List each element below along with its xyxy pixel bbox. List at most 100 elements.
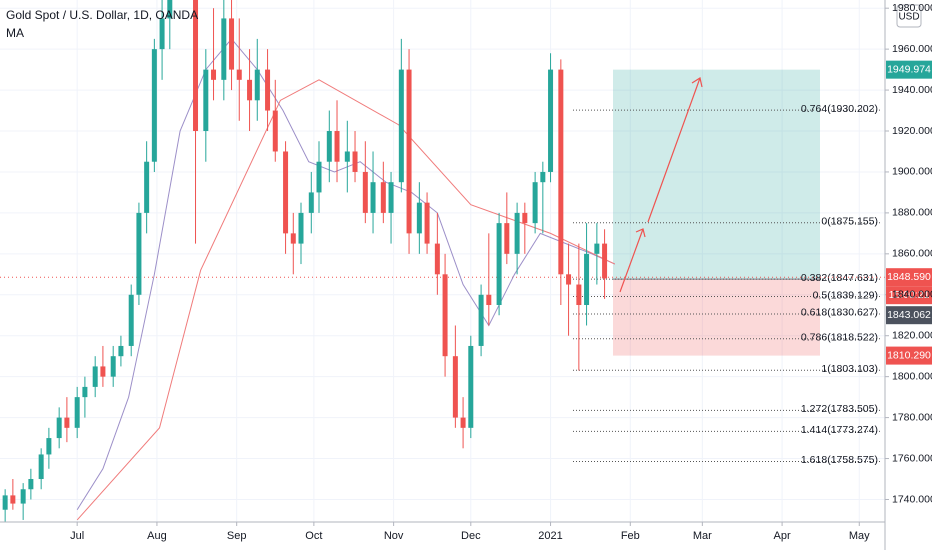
candle-body [283,151,289,234]
candle-body [424,202,430,244]
candle-body [167,0,173,19]
price-tag [886,286,932,305]
y-tick-label: 1820.000 [892,329,932,341]
price-tag [886,346,932,365]
candle-body [110,356,116,377]
fib-label: 0.618(1830.627) [801,307,878,319]
candle-body [452,356,458,418]
y-tick-label: 1920.000 [892,125,932,137]
candle-body [460,417,466,428]
candle-body [254,69,260,101]
candle-body [46,438,52,455]
candle-body [558,69,564,275]
forecast-arrow [647,77,701,223]
candle-body [416,202,422,234]
candle-body [265,69,271,111]
y-tick-label: 1980.000 [892,2,932,14]
x-tick-label: Aug [147,530,167,542]
candle-body [388,182,394,213]
candle-body [10,495,16,504]
y-tick-label: 1800.000 [892,370,932,382]
candle-body [514,212,520,254]
candle-body [522,212,528,224]
candle-body [20,489,26,504]
x-tick-label: Apr [774,530,791,542]
y-tick-label: 1740.000 [892,493,932,505]
price-tag-label: 1810.290 [887,349,931,361]
candle-body [326,131,332,162]
candle-body [576,284,582,306]
price-tag [886,60,932,79]
candle-body [566,274,572,285]
candle-body [272,110,278,152]
candle-body [64,417,70,428]
target-zone [613,69,820,280]
moving-average [76,79,616,521]
candle-body [221,18,227,80]
candle-body [128,294,134,346]
y-tick-label: 1940.000 [892,84,932,96]
candle-body [496,223,502,306]
candle-body [38,454,44,480]
candle-body [602,243,608,279]
currency-box[interactable] [896,4,922,28]
fib-label: 0.5(1839.129) [813,289,878,301]
candle-body [316,161,322,193]
arrow-head [635,228,646,238]
candle-body [82,386,88,398]
price-tag-label: 1949.974 [887,63,931,75]
candle-body [504,223,510,254]
y-tick-label: 1860.000 [892,248,932,260]
price-tag-label: 1848.590 [887,271,931,283]
candle-body [236,69,242,80]
candle-body [290,233,296,244]
candle-body [584,253,590,306]
candle-body [56,417,62,439]
x-tick-label: Nov [384,530,404,542]
fib-label: 0(1875.155) [821,216,878,228]
indicator-label: MA [6,26,24,40]
candle-body [362,171,368,213]
price-tag [886,306,932,325]
candle-body [118,345,124,357]
x-tick-label: Sep [227,530,247,542]
candle-body [100,366,106,377]
candle-body [594,243,600,254]
fib-label: 1.272(1783.505) [801,403,878,415]
y-tick-label: 1880.000 [892,207,932,219]
fib-label: 1(1803.103) [821,363,878,375]
candle-body [442,274,448,357]
candle-body [229,18,235,70]
candle-body [193,0,199,132]
candle-body [247,79,253,101]
y-tick-label: 1840.000 [892,289,932,301]
candle-body [478,294,484,346]
candle-body [532,182,538,224]
y-tick-label: 1780.000 [892,411,932,423]
price-tag-label: 1843.062 [887,309,931,321]
y-tick-label: 1900.000 [892,166,932,178]
candle-body [28,479,34,490]
candle-body [2,495,8,510]
price-tag-label: 15:00:21 [889,289,930,301]
fib-label: 0.382(1847.631) [801,272,878,284]
x-tick-label: Dec [461,530,481,542]
candle-body [344,151,350,162]
currency[interactable]: USD [898,12,919,23]
candle-body [548,69,554,172]
candle-body [74,397,80,428]
candle-body [398,69,404,183]
forecast-arrow [619,228,644,293]
candle-body [151,49,157,162]
candle-body [334,131,340,162]
x-tick-label: Feb [621,530,640,542]
candle-body [298,212,304,244]
stop-zone [613,279,820,356]
x-tick-label: May [849,530,870,542]
y-tick-label: 1960.000 [892,43,932,55]
candle-body [144,161,150,213]
x-tick-label: 2021 [538,530,562,542]
candle-body [352,151,358,172]
